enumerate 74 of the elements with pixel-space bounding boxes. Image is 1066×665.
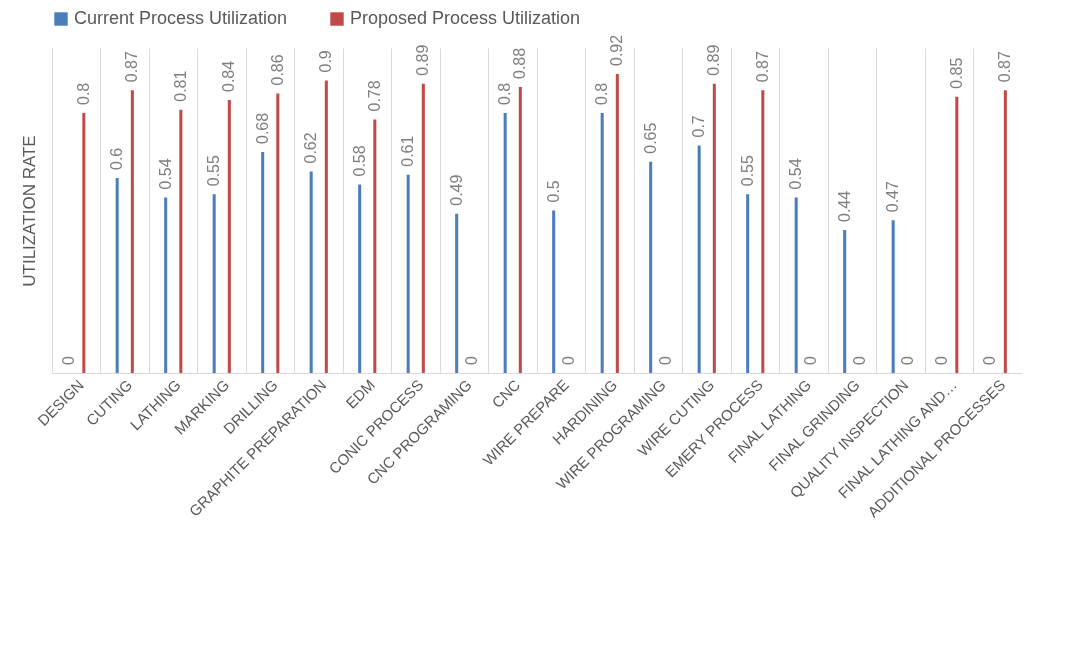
bar	[373, 119, 377, 373]
data-label: 0	[899, 356, 917, 365]
bar	[746, 194, 750, 373]
bar	[421, 83, 425, 373]
bar	[115, 178, 119, 373]
bar	[600, 113, 604, 373]
data-label: 0.62	[302, 132, 320, 164]
bar	[276, 93, 280, 373]
data-label: 0	[981, 356, 999, 365]
bar	[761, 90, 765, 373]
data-label: 0.88	[511, 47, 529, 79]
data-label: 0	[462, 356, 480, 365]
bar	[955, 96, 959, 373]
data-label: 0.44	[835, 190, 853, 222]
data-label: 0.8	[496, 82, 514, 105]
data-label: 0.55	[738, 155, 756, 187]
data-label: 0.55	[205, 155, 223, 187]
y-axis-title: UTILIZATION RATE	[19, 135, 39, 287]
data-label: 0.87	[996, 51, 1014, 83]
data-label: 0.47	[884, 181, 902, 213]
data-label: 0	[850, 356, 868, 365]
data-label: 0	[932, 356, 950, 365]
data-label: 0.81	[171, 70, 189, 102]
bar	[518, 87, 522, 373]
bar	[227, 100, 231, 373]
data-label: 0.8	[74, 82, 92, 105]
bar	[130, 90, 134, 373]
data-label: 0.78	[365, 80, 383, 112]
bar	[309, 171, 313, 373]
bar	[82, 113, 86, 373]
bar	[552, 210, 556, 373]
data-label: 0.5	[544, 180, 562, 203]
data-label: 0.89	[414, 44, 432, 76]
data-label: 0.87	[753, 51, 771, 83]
data-label: 0.84	[220, 60, 238, 92]
data-label: 0.68	[253, 112, 271, 144]
data-label: 0.65	[641, 122, 659, 154]
data-label: 0.49	[447, 174, 465, 206]
data-label: 0.86	[268, 54, 286, 86]
bar	[406, 174, 410, 373]
bar	[843, 230, 847, 373]
data-label: 0	[802, 356, 820, 365]
bar	[455, 213, 459, 373]
bar	[712, 83, 716, 373]
data-label: 0.54	[787, 158, 805, 190]
bar	[324, 80, 328, 373]
bar	[1003, 90, 1007, 373]
data-label: 0.8	[593, 82, 611, 105]
data-label: 0.92	[608, 34, 626, 66]
bar	[164, 197, 168, 373]
bar	[503, 113, 507, 373]
data-label: 0	[656, 356, 674, 365]
data-label: 0.7	[690, 115, 708, 138]
bar	[649, 161, 653, 373]
bar	[794, 197, 798, 373]
data-label: 0.9	[317, 50, 335, 73]
bar	[212, 194, 216, 373]
bar	[891, 220, 895, 373]
bar	[697, 145, 701, 373]
data-label: 0.85	[947, 57, 965, 89]
legend-label: Current Process Utilization	[74, 8, 288, 28]
bar	[179, 109, 183, 373]
data-label: 0.58	[350, 145, 368, 177]
data-label: 0.6	[108, 147, 126, 170]
bar	[615, 74, 619, 373]
data-label: 0.61	[399, 135, 417, 167]
data-label: 0	[559, 356, 577, 365]
data-label: 0.89	[705, 44, 723, 76]
data-label: 0	[59, 356, 77, 365]
data-label: 0.54	[156, 158, 174, 190]
bar	[261, 152, 265, 373]
bar	[358, 184, 362, 373]
legend-label: Proposed Process Utilization	[350, 8, 581, 28]
data-label: 0.87	[123, 51, 141, 83]
